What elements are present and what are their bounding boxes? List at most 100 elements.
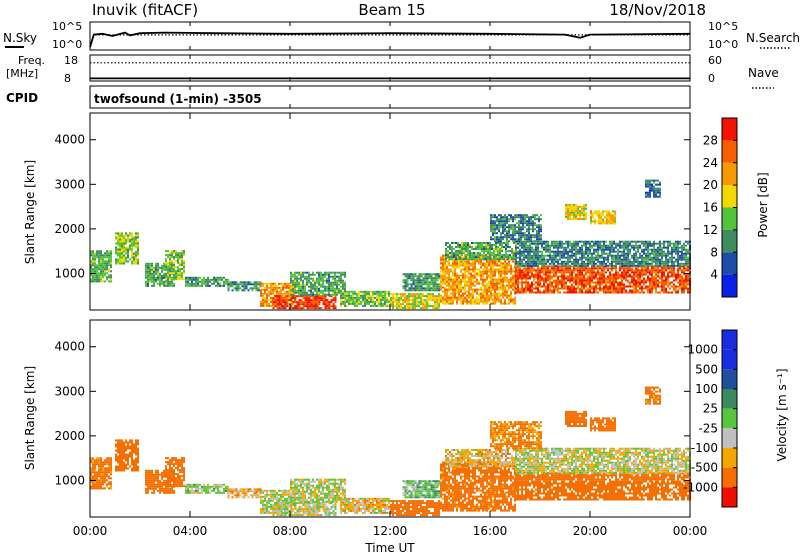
power-echo-cell [430,275,433,278]
power-echo-cell [100,262,102,265]
power-echo-cell [603,271,605,274]
power-echo-cell [645,285,647,288]
power-echo-cell [605,262,607,265]
power-echo-cell [468,296,470,299]
power-echo-cell [514,226,516,229]
power-echo-cell [102,270,104,273]
power-echo-cell [605,283,607,286]
power-echo-cell [547,271,549,274]
power-echo-cell [495,248,497,250]
power-echo-cell [235,283,238,286]
power-echo-cell [282,282,284,285]
power-echo-cell [500,266,502,269]
power-echo-cell [543,246,545,249]
power-echo-cell [591,262,593,265]
power-echo-cell [627,262,629,265]
power-echo-cell [627,248,629,251]
noise-right-tick-bottom: 10^0 [708,38,738,51]
power-echo-cell [280,292,282,295]
power-echo-cell [517,277,519,280]
power-echo-cell [451,242,453,244]
power-echo-cell [627,264,629,267]
power-echo-cell [475,242,477,244]
power-echo-cell [585,256,587,259]
power-echo-cell [514,240,516,243]
power-echo-cell [629,285,631,288]
power-echo-cell [571,289,573,292]
power-echo-cell [480,274,482,277]
power-echo-cell [681,285,683,288]
power-echo-cell [533,273,535,276]
power-echo-cell [173,284,175,287]
power-echo-cell [593,260,595,263]
power-echo-cell [94,258,96,261]
power-echo-cell [649,283,651,286]
power-echo-cell [496,296,498,299]
power-echo-cell [133,260,135,263]
power-echo-cell [575,252,577,255]
power-echo-cell [551,291,553,294]
power-echo-cell [486,266,488,269]
power-echo-cell [667,273,669,276]
power-echo-cell [447,250,449,253]
power-echo-cell [100,254,102,257]
power-echo-cell [531,256,533,259]
power-echo-cell [462,276,464,279]
power-echo-cell [623,250,625,253]
power-echo-cell [496,270,498,273]
power-echo-cell [414,293,416,296]
power-echo-cell [406,273,409,276]
power-echo-cell [557,262,559,265]
power-echo-cell [464,290,466,293]
power-echo-cell [569,271,571,274]
power-echo-cell [448,300,450,303]
power-echo-cell [181,272,183,275]
power-echo-cell [510,226,512,229]
power-echo-cell [627,281,629,284]
power-echo-cell [494,296,496,299]
power-echo-cell [579,273,581,276]
power-echo-cell [370,304,372,307]
power-echo-cell [181,252,183,255]
power-echo-cell [512,278,514,281]
power-echo-cell [378,298,380,301]
power-echo-cell [380,302,382,305]
power-echo-cell [665,262,667,265]
power-echo-cell [171,252,173,255]
power-echo-cell [571,285,573,288]
power-echo-cell [442,254,444,257]
power-echo-cell [459,256,461,259]
power-echo-cell [617,291,619,294]
power-echo-cell [457,244,459,246]
power-echo-cell [98,262,100,265]
power-echo-cell [169,254,171,257]
power-echo-cell [519,287,521,290]
power-echo-cell [310,281,312,284]
power-echo-cell [508,218,510,221]
power-echo-cell [125,246,127,249]
power-echo-cell [510,224,512,227]
power-echo-cell [452,264,454,267]
power-echo-cell [543,248,545,251]
power-echo-cell [597,291,599,294]
power-echo-cell [286,296,288,299]
date-title: 18/Nov/2018 [609,1,706,19]
power-echo-cell [450,270,452,273]
power-echo-cell [314,293,316,296]
power-echo-cell [625,291,627,294]
cpid-label: CPID [6,91,38,105]
power-echo-cell [653,242,655,245]
power-echo-cell [430,299,432,302]
power-echo-cell [613,254,615,257]
power-echo-cell [474,288,476,291]
power-echo-cell [541,242,543,245]
power-echo-cell [579,291,581,294]
power-echo-cell [257,289,260,292]
power-echo-cell [591,240,593,243]
power-echo-cell [183,254,185,257]
power-echo-cell [418,289,421,292]
power-echo-cell [183,270,185,273]
power-echo-cell [463,244,465,246]
power-echo-cell [328,293,330,296]
power-echo-cell [631,246,633,249]
